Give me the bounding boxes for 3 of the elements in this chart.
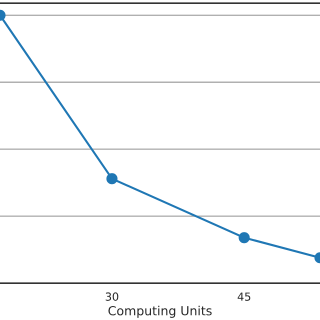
x-tick-label: 30 — [106, 292, 118, 301]
x-axis-title: Computing Units — [108, 306, 212, 318]
x-tick-label: 45 — [238, 292, 250, 301]
